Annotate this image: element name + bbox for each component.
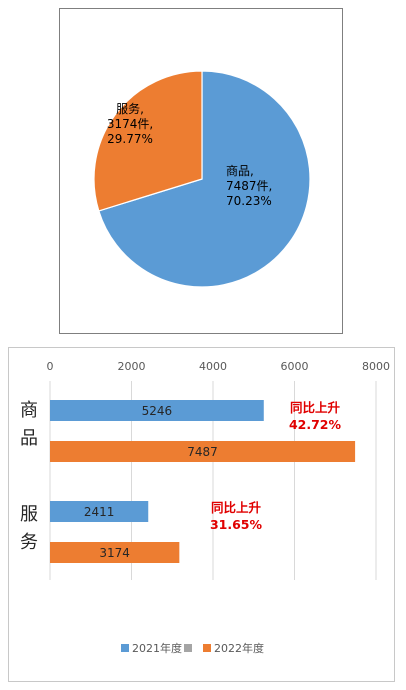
pie-label-line: 服务, (116, 101, 144, 116)
bar-chart-panel: 0 2000 4000 6000 8000 商品服务 5246 7487 2411 3174 同比上… (8, 347, 395, 682)
growth-annotation-goods: 同比上升 42.72% (289, 400, 342, 432)
pie-slice-goods (98, 70, 311, 288)
category-char: 商 (20, 400, 38, 421)
category-char: 服 (20, 504, 38, 525)
growth-annotation-line: 42.72% (289, 417, 342, 432)
bar-data-label: 7487 (187, 445, 218, 459)
pie-slice-service (93, 70, 203, 212)
pie-label-line: 70.23% (226, 194, 272, 208)
growth-annotation-service: 同比上升 31.65% (210, 500, 263, 532)
x-tick-label: 8000 (362, 360, 390, 373)
pie-label-service: 服务, 3174件, 29.77% (107, 101, 153, 146)
legend-swatch (184, 644, 192, 652)
bar-goods-2021 (50, 400, 264, 421)
growth-annotation-line: 31.65% (210, 517, 263, 532)
bar-data-label: 3174 (99, 546, 130, 560)
legend-swatch (203, 644, 211, 652)
x-tick-label: 4000 (199, 360, 227, 373)
legend-swatch (121, 644, 129, 652)
pie-label-line: 3174件, (107, 117, 153, 131)
pie-chart: 商品, 7487件, 70.23% 服务, 3174件, 29.77% (93, 70, 311, 288)
bar-goods-2022 (50, 441, 356, 462)
growth-annotation-line: 同比上升 (290, 400, 341, 415)
x-tick-label: 0 (47, 360, 54, 373)
category-label-service: 服务 (20, 504, 38, 553)
growth-annotation-line: 同比上升 (211, 500, 262, 515)
x-tick-label: 6000 (281, 360, 309, 373)
legend-label: 2022年度 (214, 641, 264, 655)
category-char: 品 (20, 428, 38, 449)
legend-label: 2021年度 (132, 641, 182, 655)
bar-data-label: 2411 (84, 505, 115, 519)
bar-service-2022 (50, 542, 180, 563)
pie-label-goods: 商品, 7487件, 70.23% (226, 163, 272, 208)
pie-chart-panel: 商品, 7487件, 70.23% 服务, 3174件, 29.77% (59, 8, 343, 334)
pie-label-line: 商品, (226, 163, 254, 178)
pie-label-line: 29.77% (107, 132, 153, 146)
pie-label-line: 7487件, (226, 179, 272, 193)
x-tick-label: 2000 (118, 360, 146, 373)
bar-service-2021 (50, 501, 149, 522)
category-label-goods: 商品 (20, 400, 38, 449)
bar-data-label: 5246 (142, 404, 173, 418)
legend: 2021年度 2022年度 (121, 641, 264, 655)
category-char: 务 (20, 532, 38, 553)
